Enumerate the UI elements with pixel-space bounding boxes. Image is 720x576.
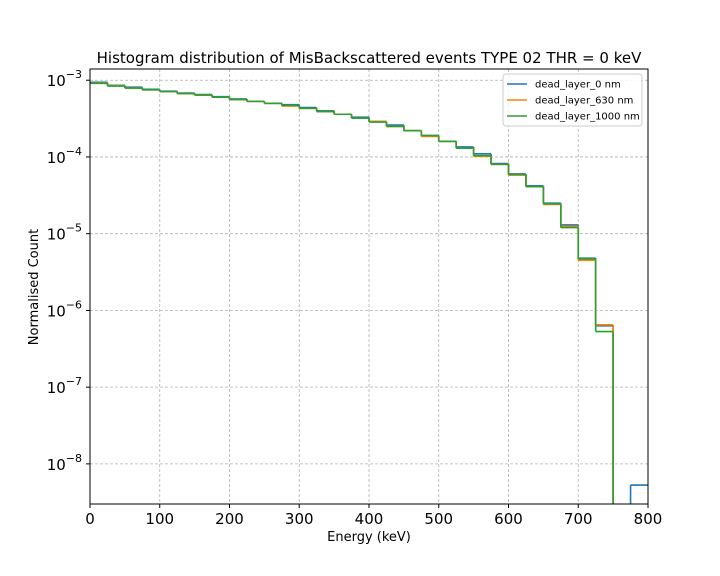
x-tick-label: 400 xyxy=(355,510,384,528)
y-tick-base: 10 xyxy=(47,72,66,90)
x-tick-label: 800 xyxy=(634,510,663,528)
x-axis-label: Energy (keV) xyxy=(327,530,411,545)
y-tick-exponent: −3 xyxy=(66,68,82,81)
y-tick-label: 10−8 xyxy=(47,452,82,474)
x-tick-label: 100 xyxy=(145,510,174,528)
y-tick-label: 10−5 xyxy=(47,222,82,244)
y-tick-exponent: −6 xyxy=(66,298,82,311)
series-2 xyxy=(90,82,614,504)
legend-label: dead_layer_630 nm xyxy=(535,96,633,107)
series-group xyxy=(90,81,648,504)
y-tick-label: 10−3 xyxy=(47,68,82,90)
x-tick-label: 500 xyxy=(424,510,453,528)
y-tick-base: 10 xyxy=(47,456,66,474)
x-tick-label: 600 xyxy=(494,510,523,528)
y-tick-label: 10−6 xyxy=(47,298,82,320)
y-tick-label: 10−7 xyxy=(47,375,82,397)
x-tick-label: 300 xyxy=(285,510,314,528)
y-tick-base: 10 xyxy=(47,379,66,397)
chart-title: Histogram distribution of MisBackscatter… xyxy=(97,49,642,67)
x-tick-label: 700 xyxy=(564,510,593,528)
y-tick-exponent: −4 xyxy=(66,145,82,158)
legend: dead_layer_0 nm dead_layer_630 nm dead_lay… xyxy=(502,73,643,127)
x-tick-label: 0 xyxy=(85,510,95,528)
y-tick-base: 10 xyxy=(47,302,66,320)
legend-item: dead_layer_0 nm xyxy=(507,80,621,91)
legend-box xyxy=(502,73,643,127)
legend-label: dead_layer_0 nm xyxy=(535,80,621,91)
y-tick-exponent: −5 xyxy=(66,222,82,235)
y-axis-label: Normalised Count xyxy=(27,229,42,345)
y-tick-base: 10 xyxy=(47,149,66,167)
y-tick-exponent: −7 xyxy=(66,375,82,388)
legend-item: dead_layer_1000 nm xyxy=(507,112,640,123)
x-tick-label: 200 xyxy=(215,510,244,528)
ticks: 0 100 200 300 400 500 600 700 80010−810−710−610−… xyxy=(47,68,663,528)
y-tick-label: 10−4 xyxy=(47,145,82,167)
y-tick-exponent: −8 xyxy=(66,452,82,465)
y-tick-base: 10 xyxy=(47,226,66,244)
legend-label: dead_layer_1000 nm xyxy=(535,112,640,123)
legend-item: dead_layer_630 nm xyxy=(507,96,633,107)
